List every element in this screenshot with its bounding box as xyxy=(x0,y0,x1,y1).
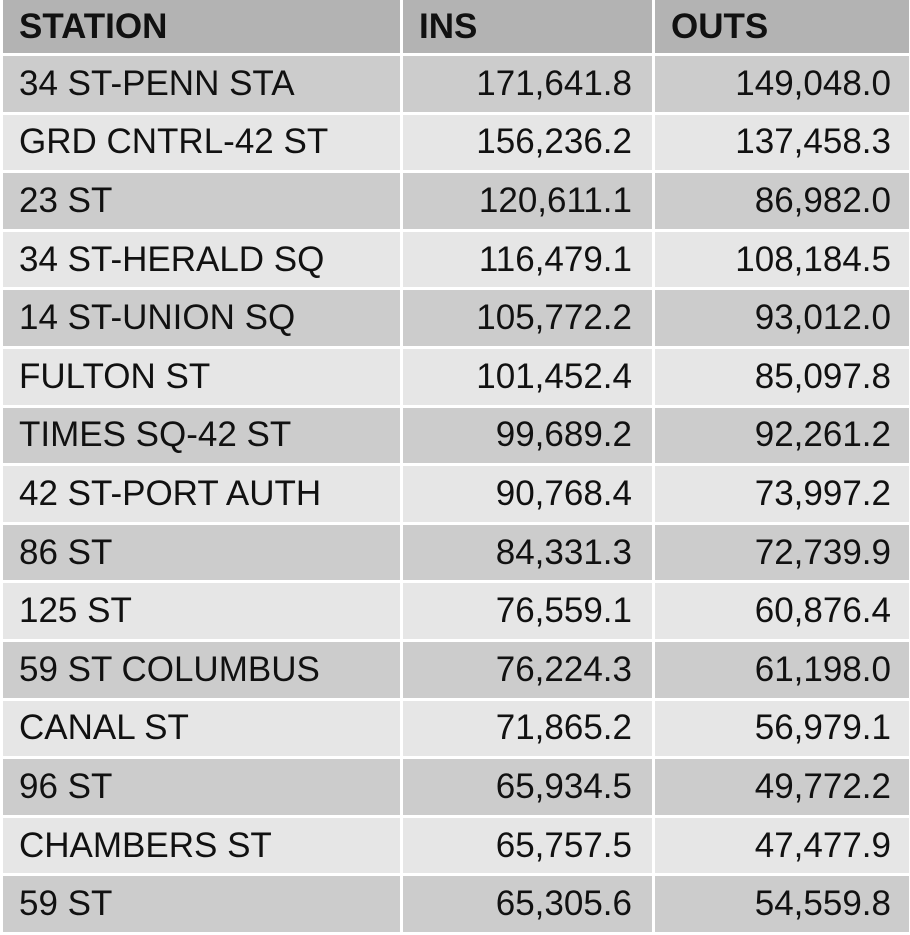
ins-cell: 101,452.4 xyxy=(403,348,655,408)
station-cell: 96 ST xyxy=(3,759,403,818)
ins-cell: 156,236.2 xyxy=(403,114,655,174)
ins-cell: 120,611.1 xyxy=(403,173,655,232)
table-row: 86 ST 84,331.3 72,739.9 xyxy=(3,524,909,584)
station-cell: 23 ST xyxy=(3,173,403,232)
ins-cell: 65,305.6 xyxy=(403,876,655,935)
station-cell: 125 ST xyxy=(3,583,403,642)
table-row: 34 ST-HERALD SQ 116,479.1 108,184.5 xyxy=(3,231,909,291)
outs-cell: 86,982.0 xyxy=(655,173,909,232)
outs-cell: 92,261.2 xyxy=(655,407,909,467)
outs-cell: 54,559.8 xyxy=(655,876,909,935)
ins-cell: 116,479.1 xyxy=(403,231,655,291)
outs-cell: 72,739.9 xyxy=(655,524,909,584)
column-header-station: STATION xyxy=(3,0,403,56)
ins-cell: 65,934.5 xyxy=(403,759,655,818)
table-row: CHAMBERS ST 65,757.5 47,477.9 xyxy=(3,817,909,877)
table-row: 14 ST-UNION SQ 105,772.2 93,012.0 xyxy=(3,290,909,349)
table-row: 125 ST 76,559.1 60,876.4 xyxy=(3,583,909,642)
station-cell: 59 ST COLUMBUS xyxy=(3,641,403,701)
outs-cell: 73,997.2 xyxy=(655,466,909,525)
table-row: 59 ST 65,305.6 54,559.8 xyxy=(3,876,909,935)
ins-cell: 71,865.2 xyxy=(403,700,655,760)
outs-cell: 47,477.9 xyxy=(655,817,909,877)
station-cell: TIMES SQ-42 ST xyxy=(3,407,403,467)
ins-cell: 105,772.2 xyxy=(403,290,655,349)
table-row: 59 ST COLUMBUS 76,224.3 61,198.0 xyxy=(3,641,909,701)
station-cell: GRD CNTRL-42 ST xyxy=(3,114,403,174)
station-cell: 86 ST xyxy=(3,524,403,584)
outs-cell: 137,458.3 xyxy=(655,114,909,174)
table-row: 42 ST-PORT AUTH 90,768.4 73,997.2 xyxy=(3,466,909,525)
outs-cell: 60,876.4 xyxy=(655,583,909,642)
station-cell: 34 ST-PENN STA xyxy=(3,56,403,115)
ins-cell: 171,641.8 xyxy=(403,56,655,115)
outs-cell: 108,184.5 xyxy=(655,231,909,291)
table-row: FULTON ST 101,452.4 85,097.8 xyxy=(3,348,909,408)
ins-cell: 99,689.2 xyxy=(403,407,655,467)
ins-cell: 65,757.5 xyxy=(403,817,655,877)
ins-cell: 90,768.4 xyxy=(403,466,655,525)
column-header-outs: OUTS xyxy=(655,0,909,56)
station-cell: 34 ST-HERALD SQ xyxy=(3,231,403,291)
table-body: 34 ST-PENN STA 171,641.8 149,048.0 GRD C… xyxy=(3,56,909,935)
table-row: 23 ST 120,611.1 86,982.0 xyxy=(3,173,909,232)
outs-cell: 61,198.0 xyxy=(655,641,909,701)
station-cell: FULTON ST xyxy=(3,348,403,408)
station-cell: 42 ST-PORT AUTH xyxy=(3,466,403,525)
station-cell: 14 ST-UNION SQ xyxy=(3,290,403,349)
header-row: STATION INS OUTS xyxy=(3,0,909,56)
ins-cell: 84,331.3 xyxy=(403,524,655,584)
station-cell: CANAL ST xyxy=(3,700,403,760)
table-row: 34 ST-PENN STA 171,641.8 149,048.0 xyxy=(3,56,909,115)
ins-cell: 76,224.3 xyxy=(403,641,655,701)
column-header-ins: INS xyxy=(403,0,655,56)
outs-cell: 149,048.0 xyxy=(655,56,909,115)
outs-cell: 56,979.1 xyxy=(655,700,909,760)
station-cell: CHAMBERS ST xyxy=(3,817,403,877)
table-row: CANAL ST 71,865.2 56,979.1 xyxy=(3,700,909,760)
table-row: 96 ST 65,934.5 49,772.2 xyxy=(3,759,909,818)
table-row: TIMES SQ-42 ST 99,689.2 92,261.2 xyxy=(3,407,909,467)
outs-cell: 93,012.0 xyxy=(655,290,909,349)
table-header: STATION INS OUTS xyxy=(3,0,909,56)
ins-cell: 76,559.1 xyxy=(403,583,655,642)
station-cell: 59 ST xyxy=(3,876,403,935)
outs-cell: 85,097.8 xyxy=(655,348,909,408)
station-table: STATION INS OUTS 34 ST-PENN STA 171,641.… xyxy=(3,0,909,935)
table-row: GRD CNTRL-42 ST 156,236.2 137,458.3 xyxy=(3,114,909,174)
outs-cell: 49,772.2 xyxy=(655,759,909,818)
